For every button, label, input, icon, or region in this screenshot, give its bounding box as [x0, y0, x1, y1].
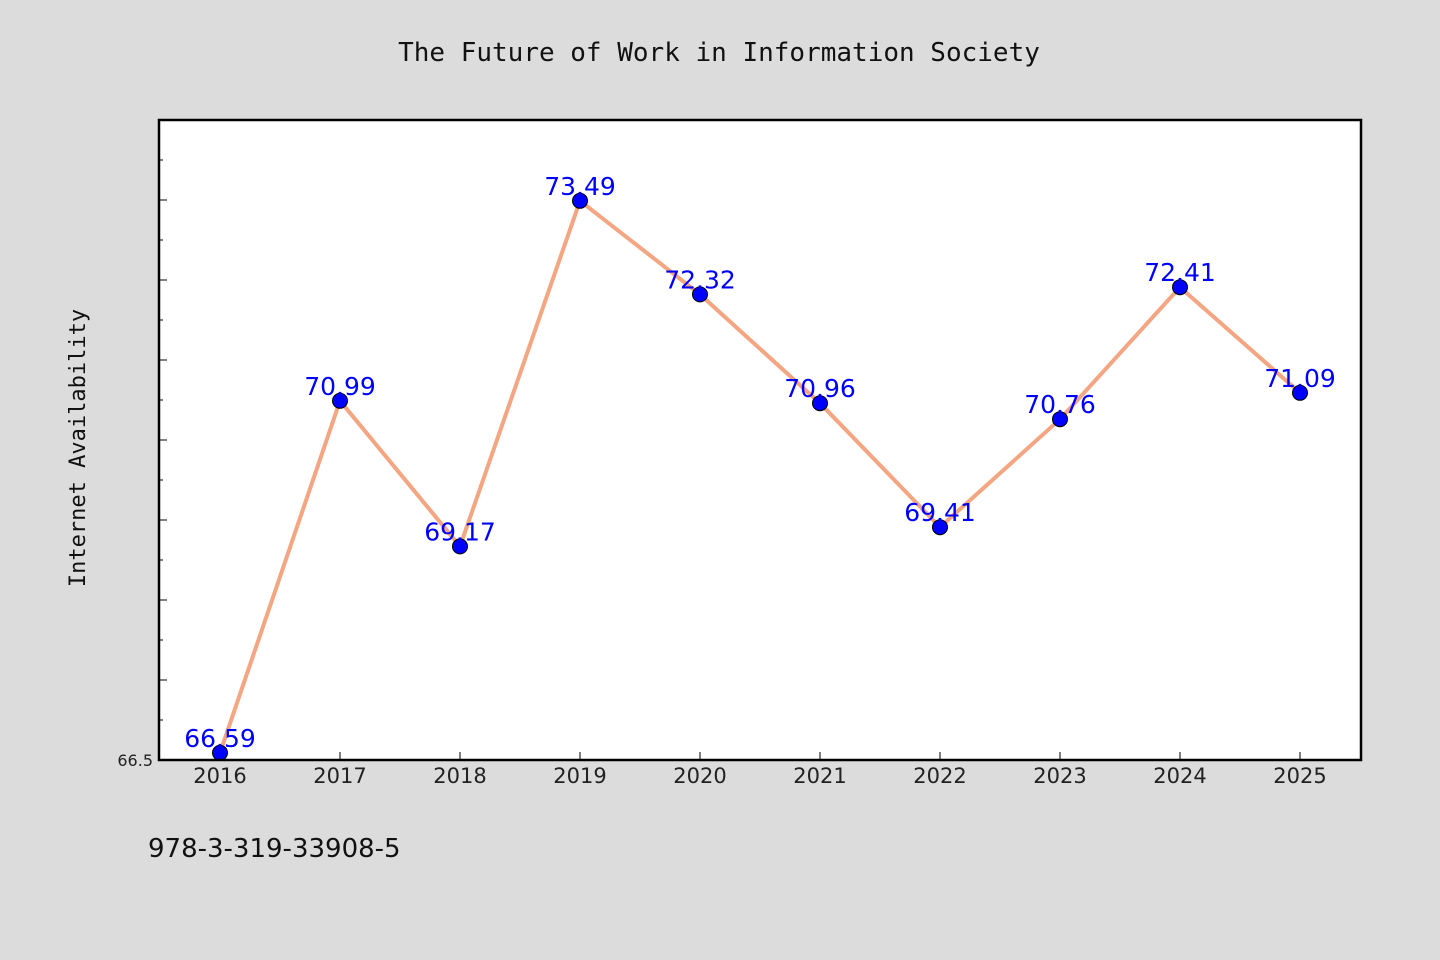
- data-point: [1292, 384, 1308, 401]
- data-labels: 66.59 70.99 69.17 73.49 72.32 70.96 69.41 70.76…: [184, 172, 1336, 753]
- x-tick-label: 2022: [913, 764, 966, 788]
- y-tick-label: 66.5: [117, 751, 153, 770]
- data-label: 72.32: [664, 265, 736, 294]
- x-tick-label: 2018: [433, 764, 486, 788]
- data-point: [812, 395, 828, 412]
- data-label: 69.17: [424, 517, 496, 546]
- x-tick-label: 2016: [193, 764, 246, 788]
- x-tick-label: 2025: [1273, 764, 1326, 788]
- data-label: 69.41: [904, 498, 976, 527]
- x-tick-label: 2019: [553, 764, 606, 788]
- x-tick-labels: 2016 2017 2018 2019 2020 2021 2022 2023 2024 2025: [193, 764, 1326, 788]
- x-tick-label: 2023: [1033, 764, 1086, 788]
- series-line: [218, 198, 1302, 755]
- data-point: [452, 538, 468, 555]
- data-label: 70.76: [1024, 390, 1096, 419]
- y-axis-label: Internet Availability: [66, 309, 91, 587]
- data-label: 72.41: [1144, 258, 1216, 287]
- data-label: 66.59: [184, 724, 256, 753]
- footer-identifier: 978-3-319-33908-5: [148, 834, 401, 864]
- data-label: 73.49: [544, 172, 616, 201]
- x-tick-label: 2024: [1153, 764, 1206, 788]
- data-point: [572, 192, 588, 209]
- data-points: [212, 192, 1308, 761]
- data-label: 70.96: [784, 374, 856, 403]
- chart-title: The Future of Work in Information Societ…: [398, 38, 1040, 68]
- data-point: [1172, 279, 1188, 296]
- x-tick-label: 2020: [673, 764, 726, 788]
- plot-area: [159, 120, 1361, 760]
- y-tick-labels: 66.5: [117, 751, 153, 770]
- plot-frame: [157, 118, 1363, 762]
- data-point: [332, 392, 348, 409]
- data-label: 71.09: [1264, 364, 1336, 393]
- x-tick-label: 2021: [793, 764, 846, 788]
- x-tick-label: 2017: [313, 764, 366, 788]
- data-point: [1052, 411, 1068, 428]
- data-point: [932, 519, 948, 536]
- data-point: [692, 286, 708, 303]
- data-label: 70.99: [304, 372, 376, 401]
